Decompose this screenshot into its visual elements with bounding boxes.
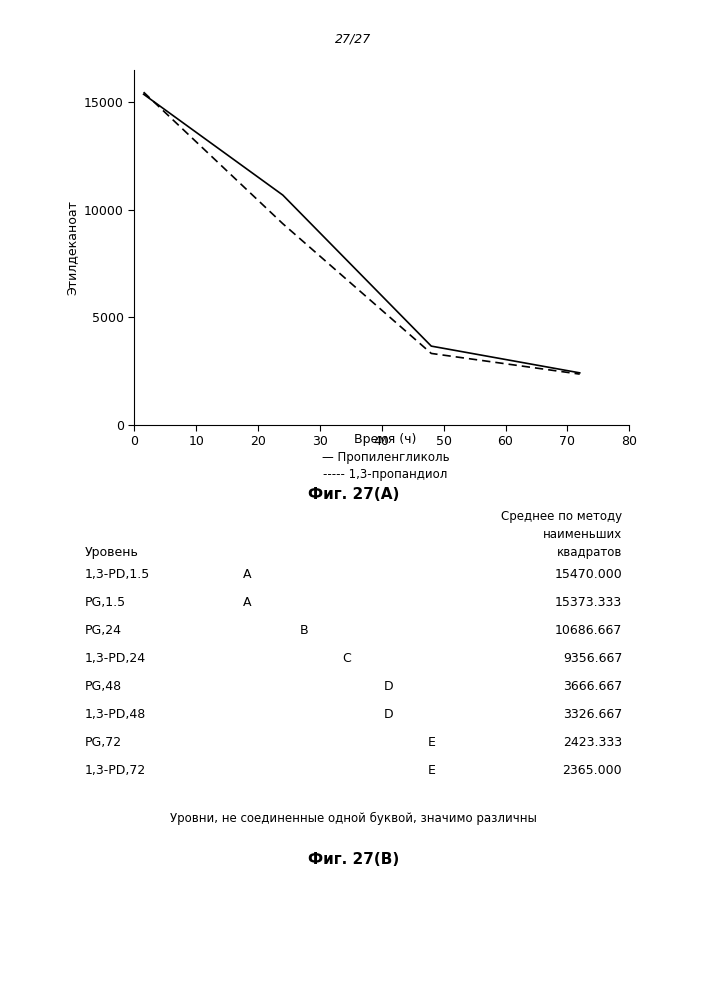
Text: E: E <box>427 736 436 749</box>
Text: квадратов: квадратов <box>557 546 622 559</box>
Text: 3326.667: 3326.667 <box>563 708 622 721</box>
Text: 2365.000: 2365.000 <box>563 764 622 777</box>
Text: 2423.333: 2423.333 <box>563 736 622 749</box>
Text: A: A <box>243 596 252 609</box>
Text: C: C <box>342 652 351 665</box>
Text: A: A <box>243 568 252 581</box>
Text: 9356.667: 9356.667 <box>563 652 622 665</box>
Y-axis label: Этилдеканоат: Этилдеканоат <box>66 200 78 295</box>
Text: 1,3-PD,1.5: 1,3-PD,1.5 <box>85 568 150 581</box>
Text: D: D <box>384 680 394 693</box>
Text: B: B <box>300 624 308 637</box>
Text: ----- 1,3-пропандиол: ----- 1,3-пропандиол <box>323 468 448 481</box>
Text: — Пропиленгликоль: — Пропиленгликоль <box>322 451 449 464</box>
Text: D: D <box>384 708 394 721</box>
Text: наименьших: наименьших <box>543 528 622 541</box>
Text: Фиг. 27(B): Фиг. 27(B) <box>308 852 399 867</box>
Text: E: E <box>427 764 436 777</box>
Text: 27/27: 27/27 <box>335 32 372 45</box>
Text: 3666.667: 3666.667 <box>563 680 622 693</box>
Text: PG,48: PG,48 <box>85 680 122 693</box>
Text: 15373.333: 15373.333 <box>555 596 622 609</box>
Text: PG,24: PG,24 <box>85 624 122 637</box>
Text: PG,1.5: PG,1.5 <box>85 596 126 609</box>
Text: 15470.000: 15470.000 <box>554 568 622 581</box>
Text: Уровни, не соединенные одной буквой, значимо различны: Уровни, не соединенные одной буквой, зна… <box>170 812 537 825</box>
Text: Среднее по методу: Среднее по методу <box>501 510 622 523</box>
Text: Время (ч): Время (ч) <box>354 433 416 446</box>
Text: Фиг. 27(A): Фиг. 27(A) <box>308 487 399 502</box>
Text: 1,3-PD,72: 1,3-PD,72 <box>85 764 146 777</box>
Text: PG,72: PG,72 <box>85 736 122 749</box>
Text: 1,3-PD,48: 1,3-PD,48 <box>85 708 146 721</box>
Text: Уровень: Уровень <box>85 546 139 559</box>
Text: 10686.667: 10686.667 <box>555 624 622 637</box>
Text: 1,3-PD,24: 1,3-PD,24 <box>85 652 146 665</box>
